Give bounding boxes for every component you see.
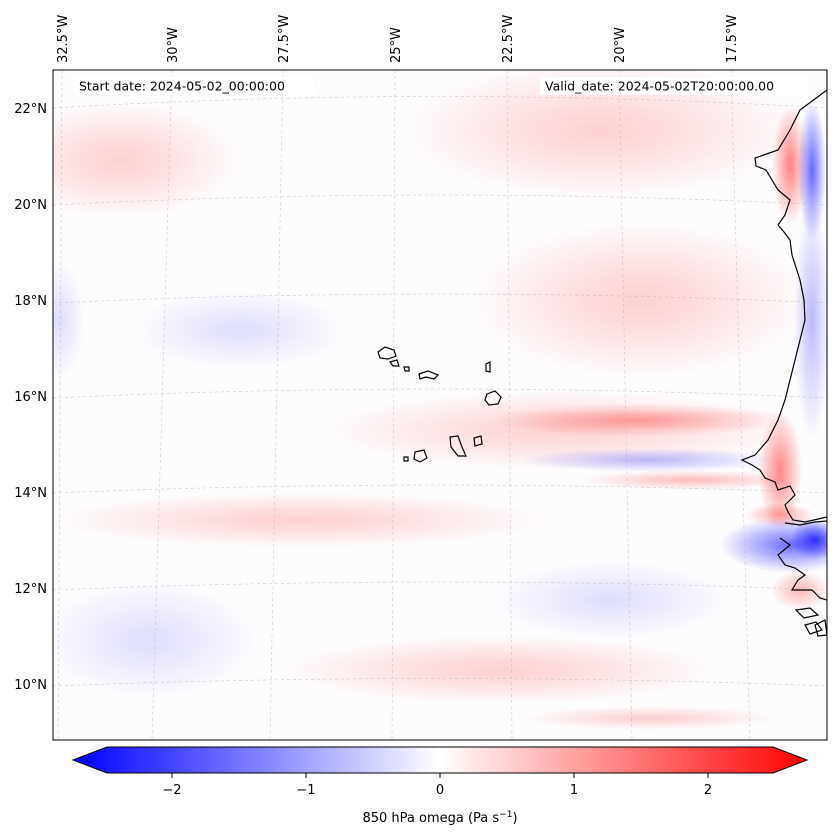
lat-label: 10°N: [14, 678, 47, 693]
weak-ascent-band: [520, 706, 780, 730]
weak-ascent-region: [400, 70, 800, 200]
coastal-descent: [798, 100, 826, 240]
colorbar-tick-label: 1: [570, 783, 578, 798]
colorbar-label-main: 850 hPa omega (Pa s: [362, 811, 499, 826]
island-sao-nicolau: [418, 370, 440, 380]
latitude-labels: 22°N 20°N 18°N 16°N 14°N 12°N 10°N: [14, 102, 47, 693]
strong-descent: [790, 520, 827, 560]
colorbar-tick-label: −2: [162, 783, 181, 798]
island-brava: [403, 456, 409, 462]
gambia-coastline: [784, 520, 827, 526]
weak-ascent-region: [53, 100, 240, 220]
colorbar-label-end: ): [512, 811, 517, 826]
island-santiago: [449, 435, 467, 457]
lat-label: 22°N: [14, 102, 47, 117]
island-santa-luzia: [403, 366, 410, 372]
colorbar-label-exponent: −1: [499, 810, 512, 820]
lon-label: 32.5°W: [56, 15, 71, 63]
colorbar-bar: [71, 746, 809, 774]
guinea-coastline: [777, 537, 827, 601]
lat-label: 12°N: [14, 582, 47, 597]
map-panel: Start date: 2024-05-02_00:00:00 Valid_da…: [14, 15, 828, 741]
coastlines: [377, 70, 827, 637]
lat-label: 18°N: [14, 294, 47, 309]
lon-label: 22.5°W: [501, 15, 516, 63]
lon-label: 17.5°W: [725, 15, 740, 63]
bissagos-islands: [804, 621, 823, 635]
longitude-labels: 32.5°W 30°W 27.5°W 25°W 22.5°W 20°W 17.5…: [56, 15, 740, 63]
coastal-ascent: [758, 410, 802, 530]
weak-ascent-band: [53, 492, 550, 548]
weak-ascent-region: [470, 220, 810, 380]
weak-ascent-region: [280, 635, 720, 705]
lon-label: 30°W: [166, 27, 181, 63]
ascent-band: [490, 404, 790, 436]
lon-label: 27.5°W: [277, 15, 292, 63]
valid-date-label: Valid_date: 2024-05-02T20:00:00.00: [545, 79, 774, 94]
valid-date-box: [540, 77, 808, 95]
island-boa-vista: [484, 390, 502, 406]
start-date-label: Start date: 2024-05-02_00:00:00: [79, 79, 285, 94]
weak-descent-region: [53, 580, 260, 700]
graticule: [52, 69, 828, 741]
island-maio: [473, 435, 483, 447]
lat-label: 16°N: [14, 390, 47, 405]
descent-band: [520, 448, 780, 472]
colorbar-ticks: [171, 773, 709, 778]
bissagos-islands: [814, 619, 827, 637]
colorbar-label: 850 hPa omega (Pa s−1): [362, 810, 517, 826]
coastal-ascent: [745, 503, 815, 527]
map-frame: [52, 69, 828, 741]
omega-field: [53, 70, 827, 730]
colorbar: −2 −1 0 1 2 850 hPa omega (Pa s−1): [71, 746, 809, 826]
island-santo-antao: [377, 346, 397, 360]
island-sao-vicente: [388, 359, 400, 367]
start-date-box: [74, 77, 314, 95]
lat-label: 20°N: [14, 198, 47, 213]
weak-descent-region: [490, 560, 730, 640]
colorbar-tick-label: −1: [296, 783, 315, 798]
lon-label: 25°W: [389, 27, 404, 63]
bissagos-islands: [794, 607, 820, 619]
lat-label: 14°N: [14, 486, 47, 501]
weak-descent-region: [53, 260, 85, 380]
weak-descent-region: [130, 290, 350, 370]
africa-coastline: [740, 70, 827, 523]
island-sal: [485, 361, 491, 373]
colorbar-tick-label: 2: [704, 783, 712, 798]
island-fogo: [413, 449, 428, 463]
coastal-descent: [794, 200, 827, 440]
ascent-band: [580, 470, 800, 490]
lon-label: 20°W: [613, 27, 628, 63]
colorbar-tick-label: 0: [436, 783, 444, 798]
